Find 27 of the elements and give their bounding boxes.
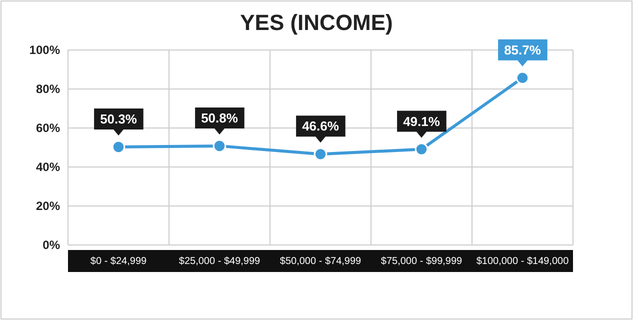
- point: [314, 147, 328, 161]
- y-tick-label: 20%: [36, 198, 60, 213]
- data-label: 50.3%: [100, 111, 138, 126]
- callout-tag: 50.3%: [94, 108, 144, 136]
- x-tick-label: $50,000 - $74,999: [280, 256, 362, 268]
- point: [414, 142, 428, 156]
- data-label: 50.8%: [201, 110, 238, 126]
- chart-title: YES (INCOME): [240, 10, 393, 35]
- callout-tag: 46.6%: [296, 116, 346, 143]
- point: [112, 140, 126, 154]
- callout-tag: 85.7%: [498, 39, 548, 66]
- callout-tag: 49.1%: [397, 110, 446, 138]
- y-tick-label: 100%: [29, 42, 60, 57]
- y-tick-label: 40%: [36, 160, 60, 174]
- y-tick-label: 60%: [36, 120, 60, 135]
- data-label: 85.7%: [504, 42, 542, 58]
- x-tick-label: $100,000 - $149,000: [476, 256, 570, 268]
- x-tick-label: $75,000 - $99,999: [380, 256, 463, 268]
- callout-tag: 50.8%: [195, 108, 244, 134]
- x-tick-label: $25,000 - $49,999: [178, 256, 261, 268]
- point: [212, 139, 226, 153]
- y-tick-label: 80%: [36, 82, 60, 96]
- data-label: 46.6%: [302, 118, 340, 134]
- point: [516, 71, 530, 85]
- y-tick-label: 0%: [42, 238, 60, 252]
- x-tick-label: $0 - $24,999: [90, 256, 148, 268]
- data-label: 49.1%: [403, 114, 440, 129]
